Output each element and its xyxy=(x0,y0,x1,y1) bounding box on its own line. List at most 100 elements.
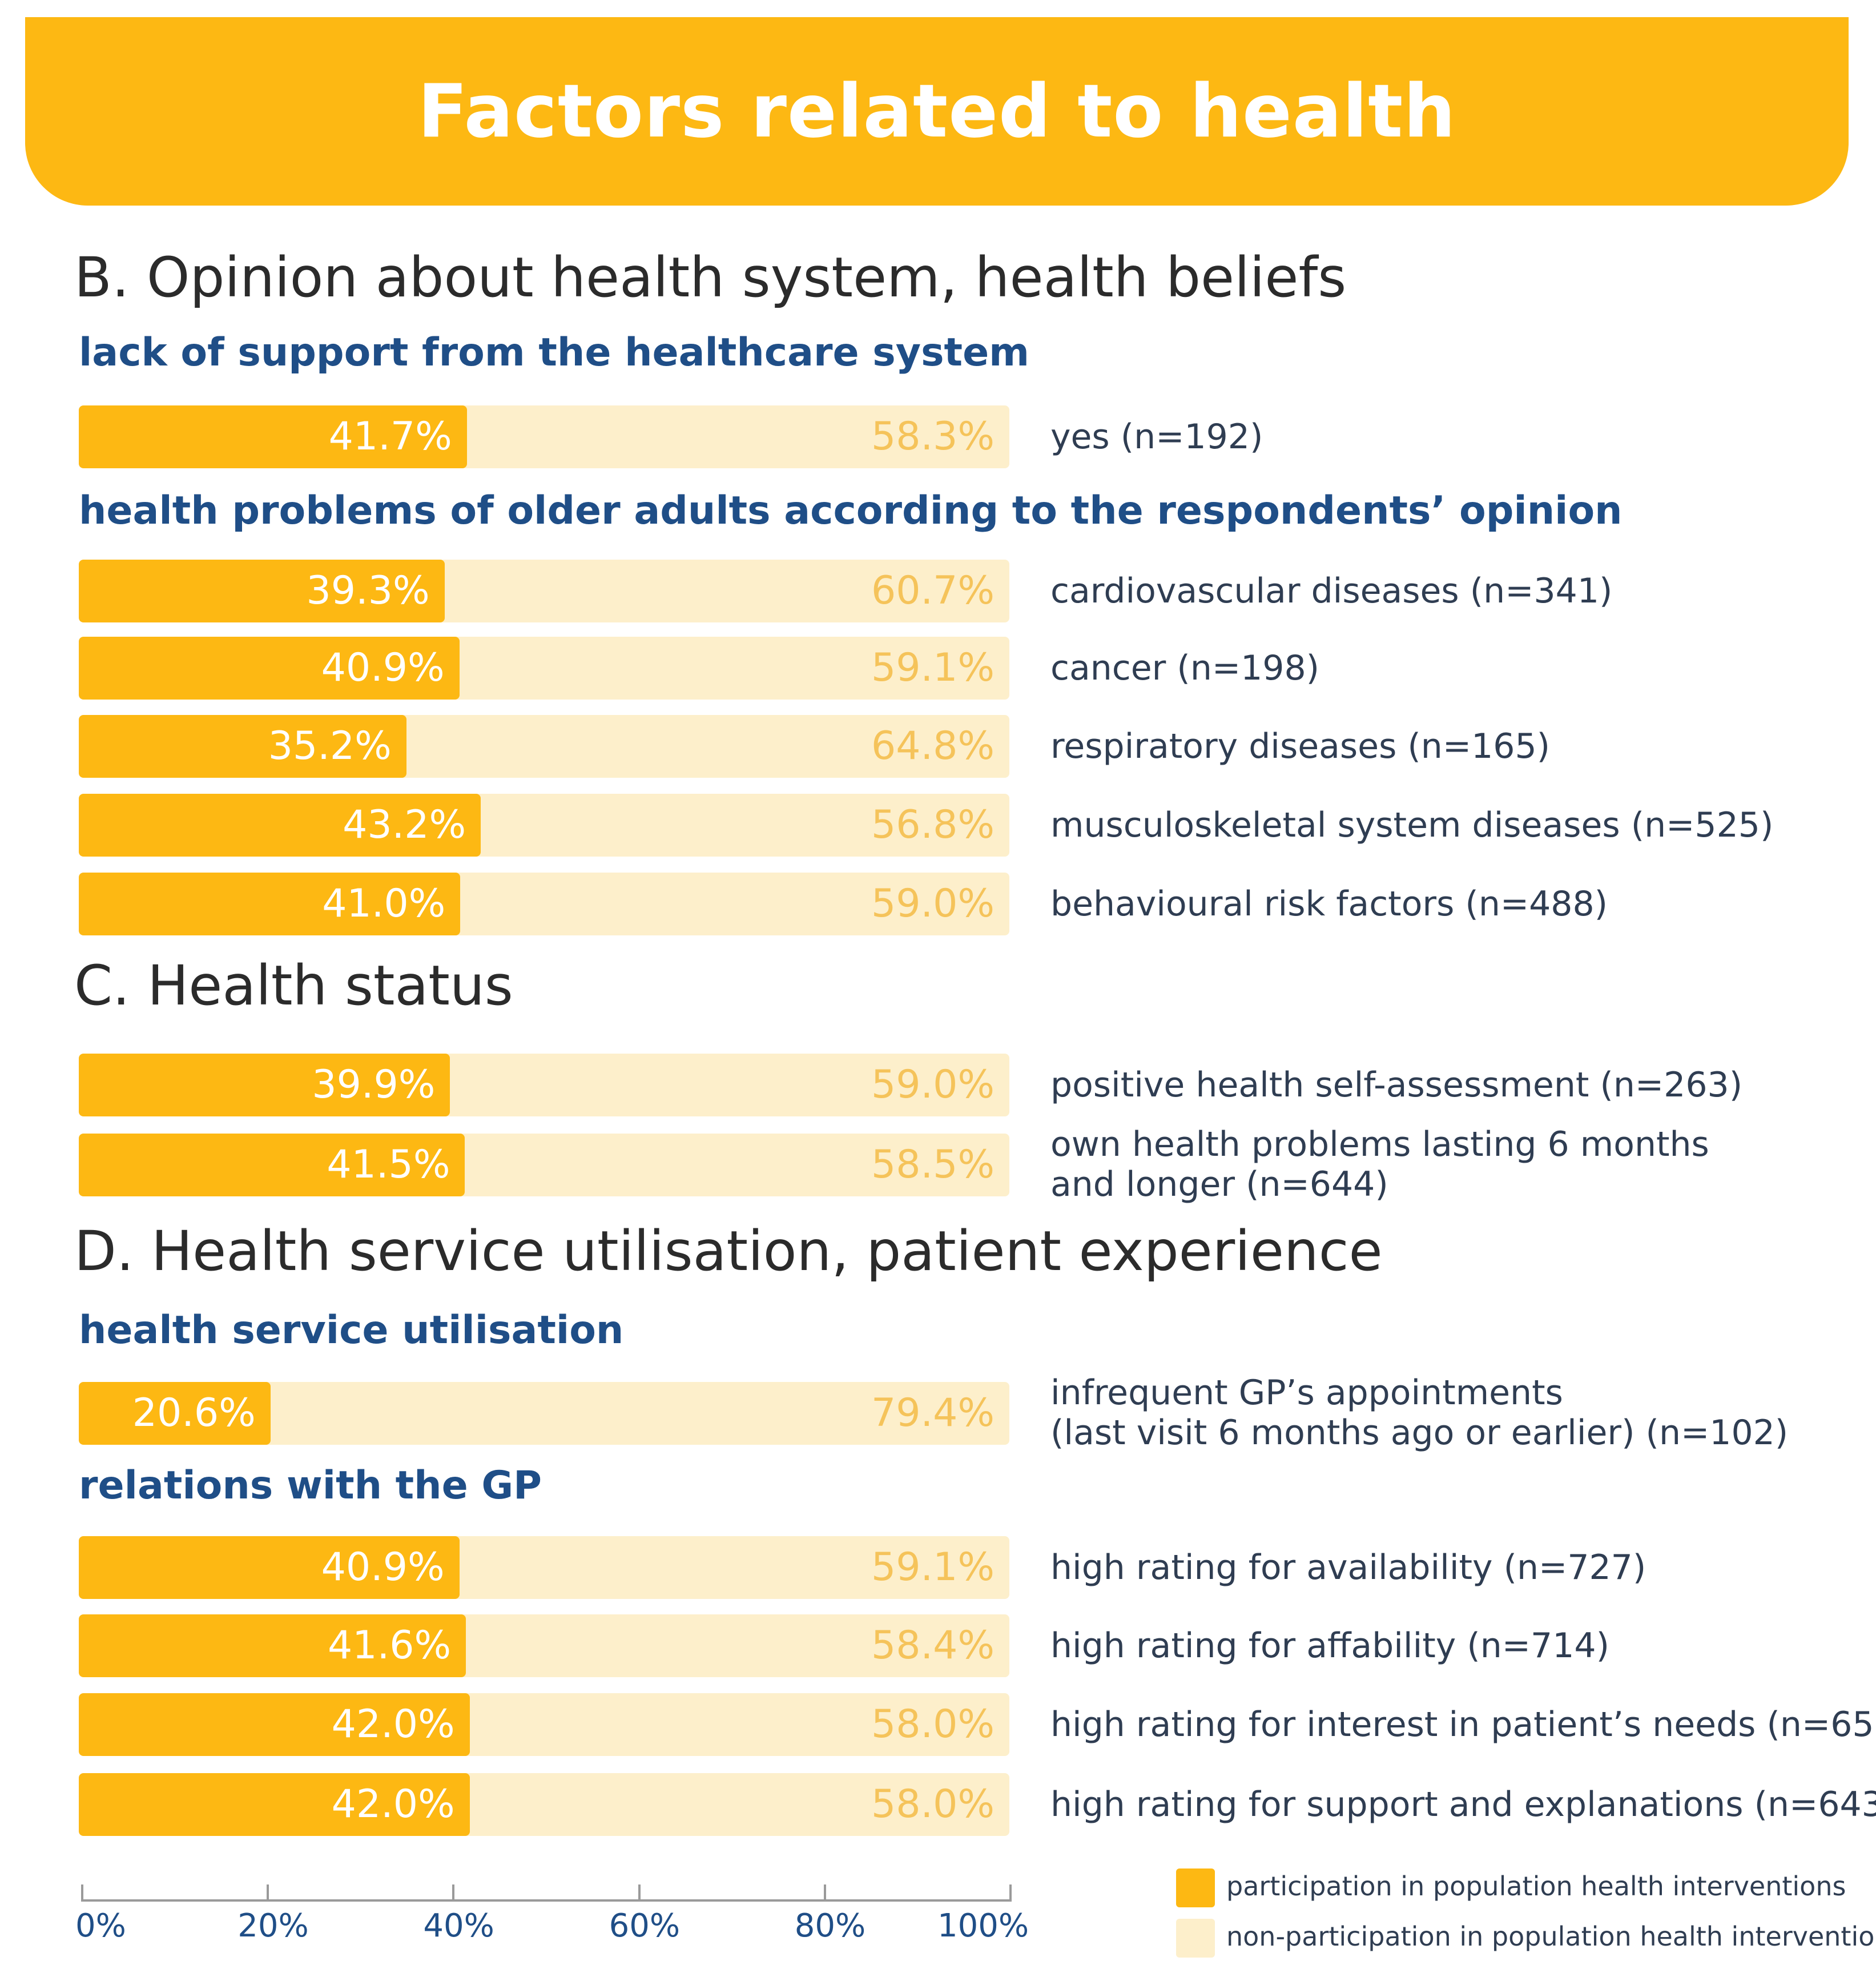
bar-non-participation: 40.9% 59.1% xyxy=(79,637,1009,700)
group-problems-title: health problems of older adults accordin… xyxy=(79,488,1623,533)
bar-row: 41.5% 58.5% own health problems lasting 6 … xyxy=(0,1124,1876,1204)
section-d-title: D. Health service utilisation, patient e… xyxy=(74,1219,1383,1283)
bar-row: 40.9% 59.1% cancer (n=198) xyxy=(0,637,1876,700)
category-label: high rating for interest in patient’s ne… xyxy=(1050,1705,1876,1745)
x-axis-tick-label: 40% xyxy=(423,1907,494,1944)
category-label: high rating for support and explanations… xyxy=(1050,1785,1876,1825)
non-participation-value-label: 59.0% xyxy=(871,881,995,926)
category-label-line: musculoskeletal system diseases (n=525) xyxy=(1050,805,1774,845)
participation-value-label: 41.0% xyxy=(322,881,446,926)
participation-value-label: 35.2% xyxy=(268,724,392,769)
bar-row: 35.2% 64.8% respiratory diseases (n=165) xyxy=(0,715,1876,778)
legend-swatch-participation xyxy=(1176,1868,1215,1907)
page-title: Factors related to health xyxy=(417,69,1456,154)
participation-value-label: 41.6% xyxy=(328,1623,452,1668)
x-axis-tick-label: 80% xyxy=(794,1907,866,1944)
non-participation-value-label: 59.0% xyxy=(871,1062,995,1107)
x-axis-tick xyxy=(267,1884,269,1902)
bar-non-participation: 40.9% 59.1% xyxy=(79,1536,1009,1599)
legend-label-participation: participation in population health inter… xyxy=(1226,1871,1846,1902)
legend-swatch-non-participation xyxy=(1176,1919,1215,1958)
category-label: cancer (n=198) xyxy=(1050,648,1319,688)
category-label: cardiovascular diseases (n=341) xyxy=(1050,571,1612,611)
category-label: positive health self-assessment (n=263) xyxy=(1050,1065,1742,1105)
section-b-title: B. Opinion about health system, health b… xyxy=(74,246,1347,310)
x-axis-tick xyxy=(638,1884,641,1902)
category-label-line: positive health self-assessment (n=263) xyxy=(1050,1065,1743,1105)
category-label-line: (last visit 6 months ago or earlier) (n=… xyxy=(1050,1413,1789,1453)
bar-participation: 43.2% xyxy=(79,794,481,857)
category-label-line: high rating for availability (n=727) xyxy=(1050,1548,1646,1588)
non-participation-value-label: 56.8% xyxy=(871,802,995,847)
non-participation-value-label: 58.4% xyxy=(871,1623,995,1668)
x-axis-tick xyxy=(1009,1884,1012,1902)
category-label-line: infrequent GP’s appointments xyxy=(1050,1373,1563,1413)
bar-row: 20.6% 79.4% infrequent GP’s appointments (l… xyxy=(0,1373,1876,1453)
bar-participation: 41.5% xyxy=(79,1134,465,1196)
category-label: musculoskeletal system diseases (n=525) xyxy=(1050,805,1773,845)
x-axis-tick xyxy=(81,1884,83,1902)
non-participation-value-label: 64.8% xyxy=(871,724,995,769)
bar-non-participation: 41.0% 59.0% xyxy=(79,873,1009,935)
bar-non-participation: 41.6% 58.4% xyxy=(79,1614,1009,1677)
bar-non-participation: 20.6% 79.4% xyxy=(79,1382,1009,1445)
category-label-line: high rating for support and explanations… xyxy=(1050,1785,1876,1825)
category-label-line: high rating for interest in patient’s ne… xyxy=(1050,1705,1876,1745)
participation-value-label: 43.2% xyxy=(343,802,466,847)
group-support-title: lack of support from the healthcare syst… xyxy=(79,330,1030,375)
bar-participation: 41.0% xyxy=(79,873,461,935)
x-axis-line xyxy=(81,1899,1011,1902)
bar-row: 39.3% 60.7% cardiovascular diseases (n=341… xyxy=(0,560,1876,622)
category-label-line: high rating for affability (n=714) xyxy=(1050,1626,1609,1666)
bar-non-participation: 39.9% 59.0% xyxy=(79,1054,1009,1116)
bar-participation: 42.0% xyxy=(79,1693,470,1756)
participation-value-label: 42.0% xyxy=(331,1782,455,1827)
x-axis-tick-label: 20% xyxy=(237,1907,309,1944)
bar-non-participation: 43.2% 56.8% xyxy=(79,794,1009,857)
bar-row: 43.2% 56.8% musculoskeletal system disease… xyxy=(0,794,1876,857)
category-label-line: and longer (n=644) xyxy=(1050,1164,1388,1204)
participation-value-label: 41.5% xyxy=(327,1142,450,1187)
x-axis-tick-label: 100% xyxy=(937,1907,1029,1944)
bar-non-participation: 41.5% 58.5% xyxy=(79,1134,1009,1196)
category-label-line: own health problems lasting 6 months xyxy=(1050,1124,1709,1164)
bar-row: 39.9% 59.0% positive health self-assessmen… xyxy=(0,1054,1876,1116)
bar-non-participation: 42.0% 58.0% xyxy=(79,1773,1009,1836)
x-axis-tick-label: 0% xyxy=(75,1907,126,1944)
bar-participation: 35.2% xyxy=(79,715,406,778)
non-participation-value-label: 58.0% xyxy=(871,1702,995,1747)
participation-value-label: 20.6% xyxy=(132,1391,256,1436)
section-c-title: C. Health status xyxy=(74,954,513,1018)
title-banner: Factors related to health xyxy=(25,17,1849,206)
group-utilisation-title: health service utilisation xyxy=(79,1308,624,1353)
non-participation-value-label: 59.1% xyxy=(871,645,995,690)
non-participation-value-label: 58.0% xyxy=(871,1782,995,1827)
legend-label-non-participation: non-participation in population health i… xyxy=(1226,1921,1876,1952)
participation-value-label: 39.9% xyxy=(312,1062,436,1107)
bar-participation: 39.3% xyxy=(79,560,445,622)
category-label: infrequent GP’s appointments (last visit … xyxy=(1050,1373,1788,1453)
participation-value-label: 40.9% xyxy=(321,1545,445,1590)
bar-non-participation: 41.7% 58.3% xyxy=(79,405,1009,468)
x-axis-tick xyxy=(823,1884,826,1902)
bar-non-participation: 42.0% 58.0% xyxy=(79,1693,1009,1756)
bar-participation: 40.9% xyxy=(79,637,460,700)
bar-row: 42.0% 58.0% high rating for interest in pa… xyxy=(0,1693,1876,1756)
category-label: yes (n=192) xyxy=(1050,417,1263,457)
bar-row: 41.7% 58.3% yes (n=192) xyxy=(0,405,1876,468)
group-gp-title: relations with the GP xyxy=(79,1463,542,1508)
bar-participation: 40.9% xyxy=(79,1536,460,1599)
x-axis-tick xyxy=(452,1884,455,1902)
category-label-line: respiratory diseases (n=165) xyxy=(1050,726,1551,766)
bar-row: 41.6% 58.4% high rating for affability (n=… xyxy=(0,1614,1876,1677)
category-label: own health problems lasting 6 months and … xyxy=(1050,1124,1709,1204)
category-label: high rating for availability (n=727) xyxy=(1050,1548,1646,1588)
non-participation-value-label: 79.4% xyxy=(871,1391,995,1436)
bar-row: 42.0% 58.0% high rating for support and ex… xyxy=(0,1773,1876,1836)
x-axis-tick-label: 60% xyxy=(609,1907,681,1944)
category-label-line: cancer (n=198) xyxy=(1050,648,1320,688)
participation-value-label: 41.7% xyxy=(328,414,452,459)
category-label-line: cardiovascular diseases (n=341) xyxy=(1050,571,1613,611)
bar-row: 41.0% 59.0% behavioural risk factors (n=48… xyxy=(0,873,1876,935)
bar-participation: 42.0% xyxy=(79,1773,470,1836)
